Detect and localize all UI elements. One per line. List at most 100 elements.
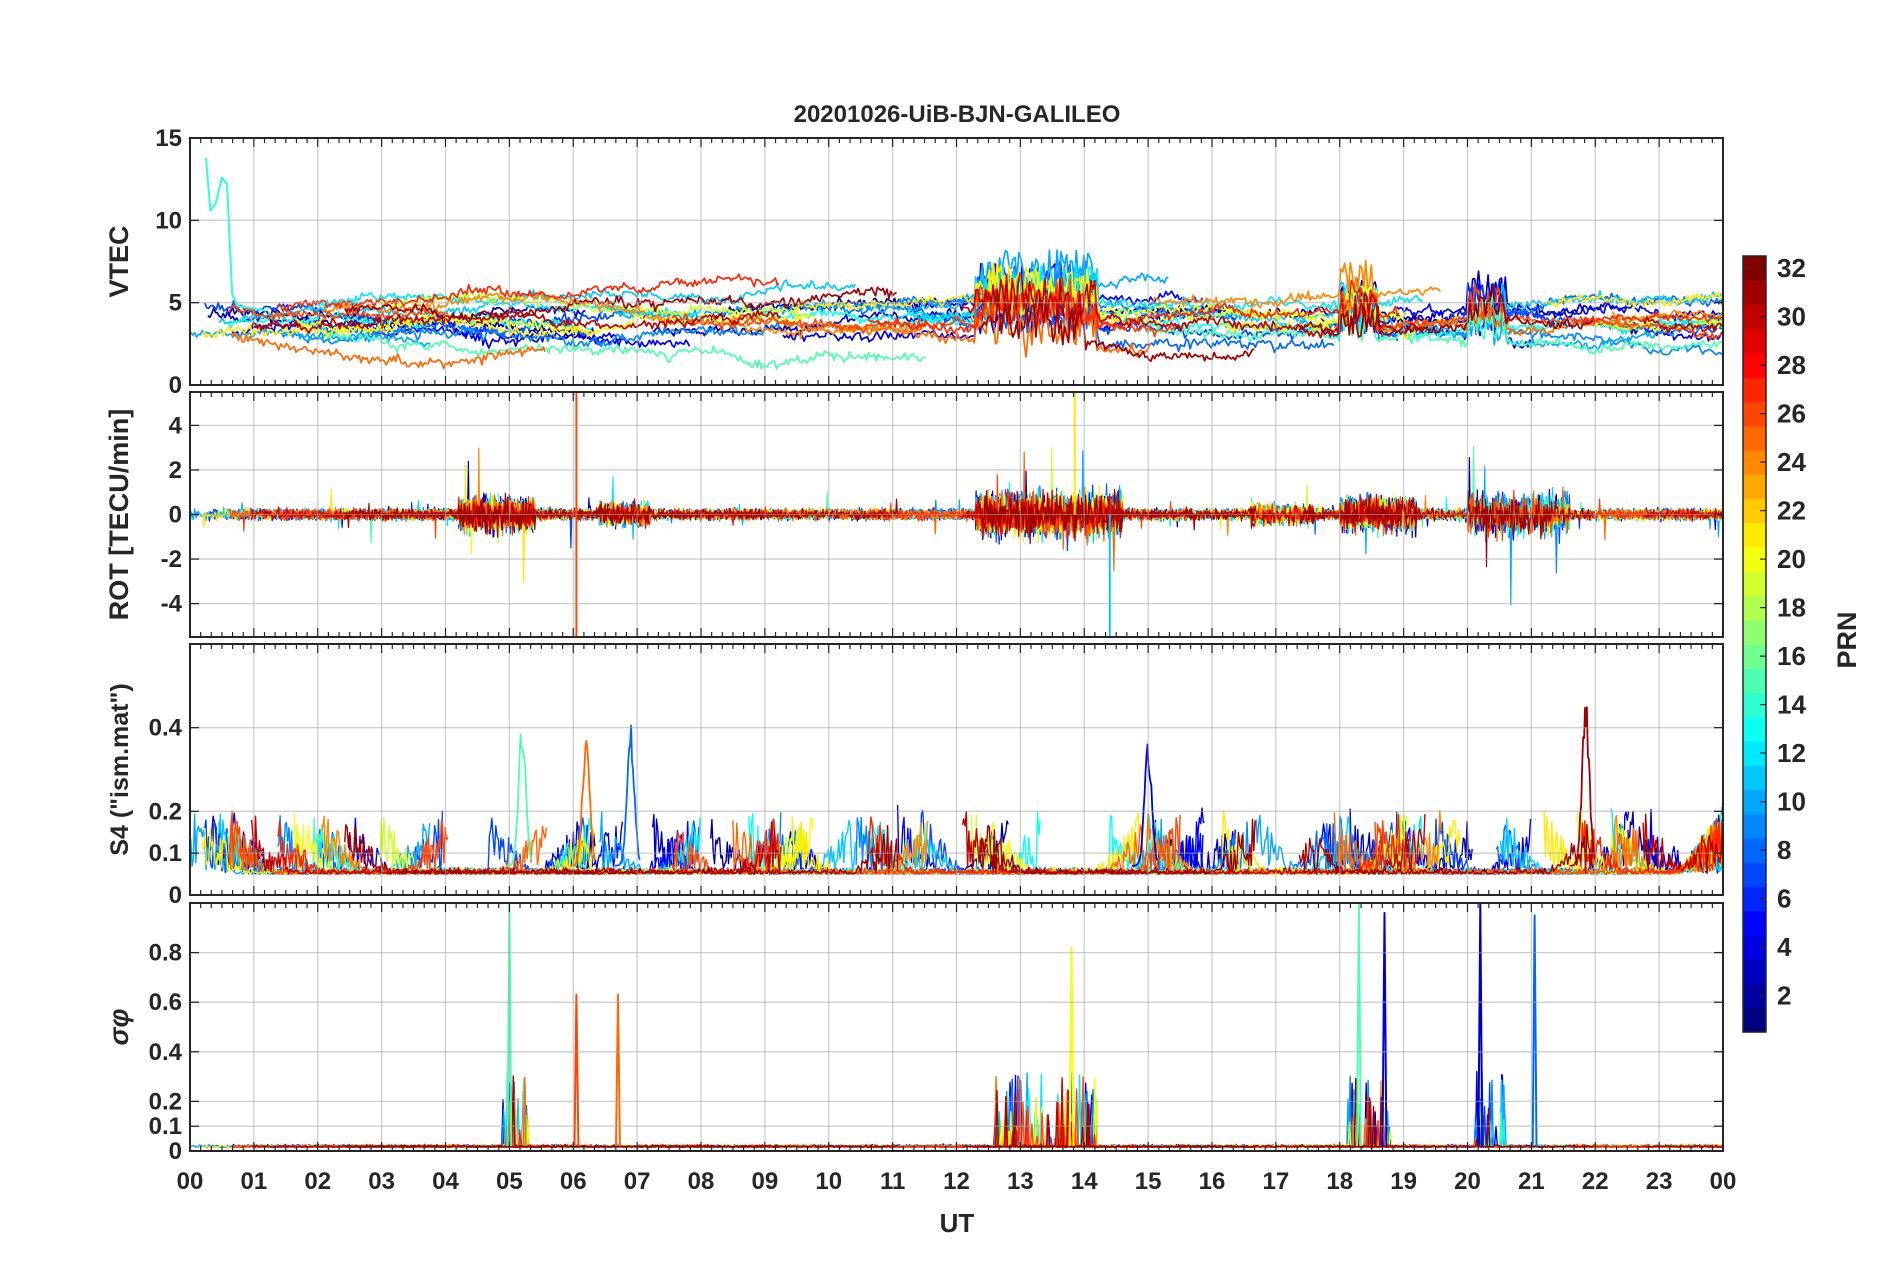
colorbar-frame [1742, 255, 1767, 1033]
s4-trace [1642, 813, 1724, 875]
vtec-trace [226, 309, 593, 331]
vtec-trace [250, 309, 782, 334]
s4-y-label: S4 ("ism.mat") [106, 683, 134, 855]
vtec-y-tick-label: 10 [155, 207, 182, 234]
colorbar-step [1743, 983, 1766, 1009]
x-tick-label: 13 [1007, 1168, 1034, 1195]
s4-axes-frame [189, 643, 1724, 896]
x-axis-label: UT [940, 1208, 975, 1238]
colorbar-tick-label: 6 [1777, 884, 1791, 914]
x-tick-label: 18 [1326, 1168, 1353, 1195]
x-tick-label: 00 [177, 1168, 204, 1195]
panel-sigma-phi: 00.10.2 0.4 0.6 0.8 σφ [104, 902, 1724, 1165]
x-tick-label: 09 [752, 1168, 779, 1195]
x-tick-label: 08 [688, 1168, 715, 1195]
colorbar-step [1743, 789, 1766, 815]
x-tick-label: 05 [496, 1168, 523, 1195]
colorbar-step [1743, 547, 1766, 572]
vtec-series-group [190, 157, 1724, 370]
rot-axes-frame [189, 391, 1724, 638]
colorbar-step [1743, 450, 1766, 475]
colorbar-step [1743, 692, 1766, 718]
rot-trace [276, 496, 780, 536]
x-tick-label: 19 [1390, 1168, 1417, 1195]
sigma-phi-peak [1381, 911, 1388, 1147]
colorbar-tick-label: 22 [1777, 496, 1806, 526]
colorbar-label: PRN [1832, 611, 1862, 668]
colorbar-step [1743, 498, 1766, 524]
colorbar-step [1743, 425, 1766, 451]
colorbar-step [1743, 668, 1766, 694]
colorbar-step [1743, 256, 1766, 281]
sigma-y-tick-label: 0.2 [149, 1088, 182, 1115]
x-tick-label: 04 [432, 1168, 459, 1195]
colorbar-step [1743, 813, 1766, 839]
sigma-y-tick-label: 0.6 [149, 989, 182, 1016]
colorbar-step [1743, 522, 1766, 548]
colorbar-tick-label: 24 [1777, 447, 1806, 477]
colorbar-step [1743, 886, 1766, 912]
x-tick-label: 17 [1263, 1168, 1290, 1195]
colorbar-step [1743, 959, 1766, 985]
vtec-trace [293, 312, 814, 338]
x-tick-label: 12 [943, 1168, 970, 1195]
colorbar-step [1743, 401, 1766, 427]
x-tick-label: 20 [1454, 1168, 1481, 1195]
vtec-trace [378, 291, 804, 318]
x-tick-label: 15 [1135, 1168, 1162, 1195]
rot-grid [189, 392, 1724, 637]
sigma-y-tick-label: 0.4 [149, 1039, 183, 1066]
colorbar-tick-label: 18 [1777, 593, 1806, 623]
x-tick-label: 10 [815, 1168, 842, 1195]
colorbar-tick-label: 30 [1777, 302, 1806, 332]
rot-y-tick-label: 4 [169, 412, 183, 439]
colorbar-step [1743, 644, 1766, 669]
x-tick-label: 11 [880, 1168, 905, 1195]
vtec-trace [1642, 316, 1723, 334]
sigma-phi-trace [344, 1075, 899, 1148]
s4-y-tick-label: 0.4 [149, 715, 183, 742]
x-tick-label: 23 [1646, 1168, 1673, 1195]
colorbar-step [1743, 595, 1766, 621]
s4-peak [614, 724, 641, 867]
rot-y-label: ROT [TECU/min] [104, 409, 134, 620]
s4-trace [1298, 823, 1594, 875]
vtec-trace [218, 279, 857, 325]
sigma-phi-peak [1068, 946, 1075, 1147]
chart-title: 20201026-UiB-BJN-GALILEO [794, 101, 1121, 128]
vtec-trace [230, 331, 546, 370]
colorbar-step [1743, 474, 1766, 500]
sigma-y-tick-label: 0.8 [149, 940, 182, 967]
colorbar-step [1743, 571, 1766, 597]
colorbar-tick-label: 12 [1777, 738, 1806, 768]
x-tick-label: 02 [304, 1168, 331, 1195]
vtec-trace [1146, 305, 1723, 355]
s4-trace [979, 818, 1256, 875]
colorbar-tick-label: 2 [1777, 981, 1791, 1011]
sigma-phi-grid [189, 903, 1724, 1151]
s4-y-tick-label: 0.2 [149, 798, 182, 825]
colorbar-step [1743, 838, 1766, 863]
sigma-y-tick-label: 0 [169, 1138, 182, 1165]
x-tick-label: 01 [241, 1168, 268, 1195]
sigma-phi-axes-frame [189, 902, 1724, 1152]
colorbar-gradient [1743, 256, 1766, 1033]
vtec-trace [1579, 311, 1722, 326]
colorbar-step [1743, 716, 1766, 742]
vtec-trace-prn14 [205, 157, 267, 312]
colorbar-tick-label: 14 [1777, 690, 1806, 720]
s4-peak [1569, 706, 1596, 867]
x-tick-label: 14 [1071, 1168, 1098, 1195]
vtec-trace [1150, 259, 1442, 309]
sigma-phi-trace [980, 1089, 1256, 1148]
x-tick-label: 21 [1518, 1168, 1545, 1195]
s4-y-ticks: 0 0.1 0.2 0.4 [149, 715, 1723, 909]
colorbar-tick-label: 10 [1777, 787, 1806, 817]
colorbar-step [1743, 328, 1766, 354]
colorbar-step [1743, 304, 1766, 330]
colorbar-step [1743, 377, 1766, 403]
colorbar-step [1743, 280, 1766, 306]
rot-y-tick-label: 0 [169, 502, 182, 529]
colorbar-step [1743, 910, 1766, 936]
